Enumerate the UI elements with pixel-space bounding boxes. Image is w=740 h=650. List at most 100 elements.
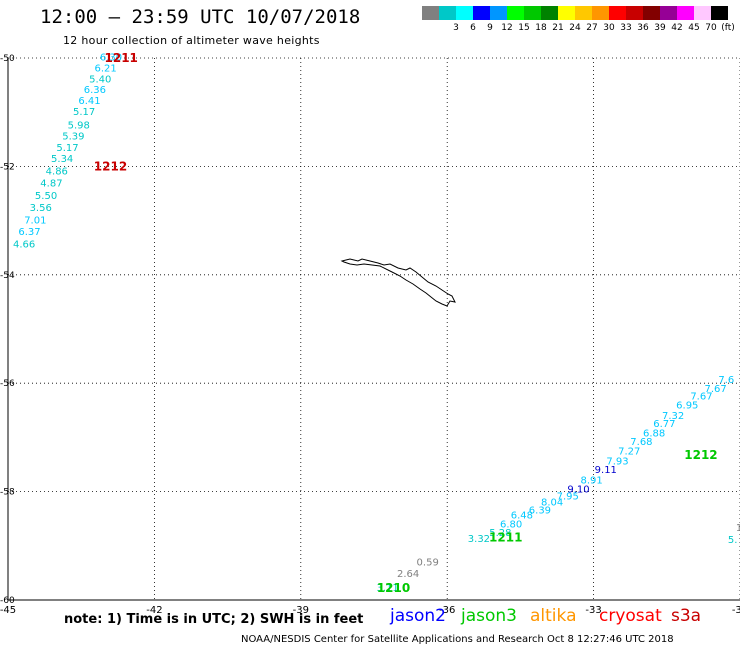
- color-scale-label: 70: [705, 23, 717, 33]
- color-swatch: [660, 6, 677, 20]
- longitude-tick-label: -33: [585, 605, 601, 616]
- satellite-legend-s3a: s3a: [671, 606, 702, 626]
- wave-height-value: 7.6: [718, 375, 734, 386]
- wave-height-value: 6.30: [100, 53, 122, 64]
- wave-height-value: 6.39: [529, 505, 551, 516]
- color-scale-label: 45: [688, 23, 699, 33]
- color-scale-legend: 3 6 9 12 15 18 21 24 27 30 33 36 39 42 45 70 (ft): [422, 6, 735, 33]
- color-swatch: [422, 6, 439, 20]
- wave-height-value: 9.11: [595, 465, 617, 476]
- satellite-legend-jason2: jason2: [390, 606, 446, 626]
- color-swatch: [473, 6, 490, 20]
- color-scale-label: (ft): [721, 23, 735, 33]
- wave-height-value: 6.80: [500, 519, 522, 530]
- color-swatch: [541, 6, 558, 20]
- wave-height-value: 9.10: [567, 485, 589, 496]
- track-cycle-label: 1210: [377, 581, 410, 595]
- wave-height-value: 8.91: [581, 475, 603, 486]
- wave-height-value: 5.40: [89, 74, 111, 85]
- longitude-tick-label: -45: [0, 605, 16, 616]
- track-t1: 6.306.215.406.366.415.175.985.395.175.34…: [13, 53, 127, 251]
- wave-height-value: 5.: [728, 535, 738, 546]
- longitude-tick-label: -42: [146, 605, 162, 616]
- color-swatch: [558, 6, 575, 20]
- wave-height-value: 5.28: [489, 528, 511, 539]
- wave-height-value: 0.59: [417, 557, 439, 568]
- longitude-tick-label: -39: [293, 605, 309, 616]
- wave-height-value: 7.67: [704, 384, 726, 395]
- wave-height-value: 7.01: [24, 215, 46, 226]
- map-frame: -45 -42 -39 -36 -33 -30 -50 -52 -54 -56 -58 -60: [0, 54, 740, 616]
- wave-height-value: 6.77: [653, 419, 675, 430]
- wave-height-value: 6.36: [84, 85, 106, 96]
- satellite-legend-cryosat: cryosat: [599, 606, 662, 626]
- color-scale-label: 21: [552, 23, 563, 33]
- track-t5: 3.11 2.640.59 1210: [377, 557, 439, 595]
- wave-height-value: 8.04: [541, 498, 563, 509]
- longitude-tick-label: -36: [439, 605, 455, 616]
- latitude-tick-label: -52: [0, 162, 15, 172]
- color-swatch: [694, 6, 711, 20]
- wave-height-value: 6.88: [643, 428, 665, 439]
- satellite-tracks: 6.306.215.406.366.415.175.985.395.175.34…: [13, 51, 740, 595]
- wave-height-value: 4.86: [46, 167, 68, 178]
- wave-height-value: 7.95: [557, 492, 579, 503]
- color-swatch: [439, 6, 456, 20]
- wave-height-value: 5.34: [51, 154, 73, 165]
- color-swatch: [575, 6, 592, 20]
- latitude-tick-label: -60: [0, 596, 15, 606]
- color-scale-label: 9: [487, 23, 493, 33]
- color-swatch: [711, 6, 728, 20]
- units-note: note: 1) Time is in UTC; 2) SWH is in fe…: [64, 612, 364, 627]
- latitude-tick-label: -50: [0, 54, 15, 64]
- color-scale-label: 12: [501, 23, 512, 33]
- wave-height-value: 1: [736, 523, 740, 534]
- track-cycle-label: 1212: [684, 448, 717, 462]
- wave-height-value: 6.41: [78, 96, 100, 107]
- color-swatch: [524, 6, 541, 20]
- wave-height-value: 5.17: [73, 107, 95, 118]
- wave-height-value: 5.98: [68, 120, 90, 131]
- color-scale-label: 39: [654, 23, 666, 33]
- color-swatch: [609, 6, 626, 20]
- track-t2: 1211: [105, 51, 138, 65]
- wave-height-value: 4.66: [13, 240, 35, 251]
- satellite-legend-jason3: jason3: [461, 606, 517, 626]
- satellite-legend-altika: altika: [530, 606, 577, 626]
- island-coastline: [340, 258, 456, 307]
- longitude-tick-label: -30: [732, 605, 740, 616]
- track-t4: 1211: [489, 530, 522, 544]
- color-scale-label: 42: [671, 23, 682, 33]
- color-scale-label: 15: [518, 23, 529, 33]
- color-swatch: [507, 6, 524, 20]
- wave-height-value: 6.48: [511, 511, 533, 522]
- wave-height-value: 7.67: [690, 391, 712, 402]
- wave-height-value: 5.50: [35, 191, 57, 202]
- color-scale-label: 30: [603, 23, 615, 33]
- wave-height-value: 5.39: [62, 131, 84, 142]
- color-scale-label: 36: [637, 23, 649, 33]
- color-scale-label: 27: [586, 23, 597, 33]
- color-swatch: [677, 6, 694, 20]
- color-scale-label: 24: [569, 23, 581, 33]
- wave-height-value: 3.32: [468, 534, 490, 545]
- track-t6: 5.1: [728, 523, 740, 546]
- wave-height-value: 4.87: [40, 178, 62, 189]
- track-cycle-label: 1211: [105, 51, 138, 65]
- latitude-tick-label: -56: [0, 379, 15, 389]
- color-scale-label: 18: [535, 23, 547, 33]
- color-scale-label: 3: [453, 23, 459, 33]
- wave-height-value: 7.27: [618, 447, 640, 458]
- wave-height-value: 5.17: [56, 143, 78, 154]
- page-title: 12:00 — 23:59 UTC 10/07/2018: [40, 6, 361, 28]
- wave-height-value: 3.11: [377, 583, 399, 594]
- wave-height-value: 7.93: [606, 457, 628, 468]
- color-swatch: [456, 6, 473, 20]
- wave-height-value: 7.32: [662, 411, 684, 422]
- color-swatch: [626, 6, 643, 20]
- wave-height-value: 6.21: [94, 64, 116, 75]
- color-swatch: [592, 6, 609, 20]
- wave-height-value: 7.68: [630, 437, 652, 448]
- page-subtitle: 12 hour collection of altimeter wave hei…: [63, 34, 320, 47]
